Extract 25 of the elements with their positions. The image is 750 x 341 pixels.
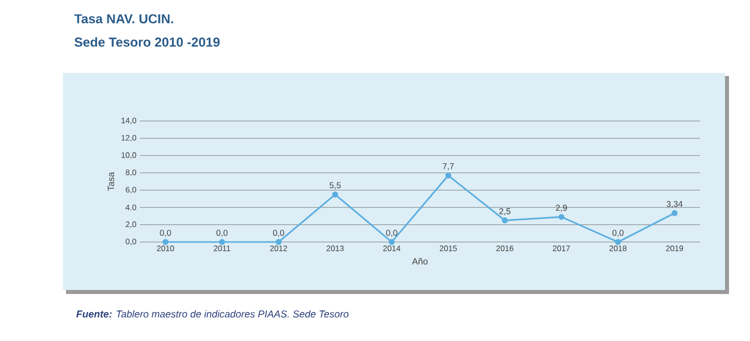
point	[388, 239, 395, 245]
point	[502, 217, 508, 224]
data-label: 3,34	[666, 200, 683, 208]
chart-subtitle: Sede Tesoro 2010 -2019	[74, 37, 220, 47]
data-label: 2,5	[499, 208, 510, 216]
point	[672, 210, 678, 216]
point	[162, 239, 168, 245]
point	[558, 214, 564, 220]
data-label: 7,7	[442, 163, 454, 170]
data-label: 5,5	[330, 182, 341, 190]
point	[332, 191, 338, 198]
data-label: 2,9	[556, 204, 567, 212]
x-axis-title: Año	[412, 258, 428, 265]
point	[614, 239, 621, 245]
data-label: 0,0	[216, 230, 228, 237]
data-label: 0,0	[160, 230, 172, 237]
point	[276, 239, 282, 245]
data-label: 0,0	[386, 230, 398, 237]
point	[219, 239, 226, 245]
data-label: 0,0	[273, 230, 284, 237]
chart-title: Tasa NAV. UCIN.	[74, 14, 174, 24]
point	[445, 172, 452, 178]
text: Fuente: Tablero maestro de indicadores PIAAS. Sede Tesoro	[76, 310, 349, 318]
data-label: 0,0	[612, 230, 624, 237]
y-axis-title: Tasa	[108, 172, 114, 191]
